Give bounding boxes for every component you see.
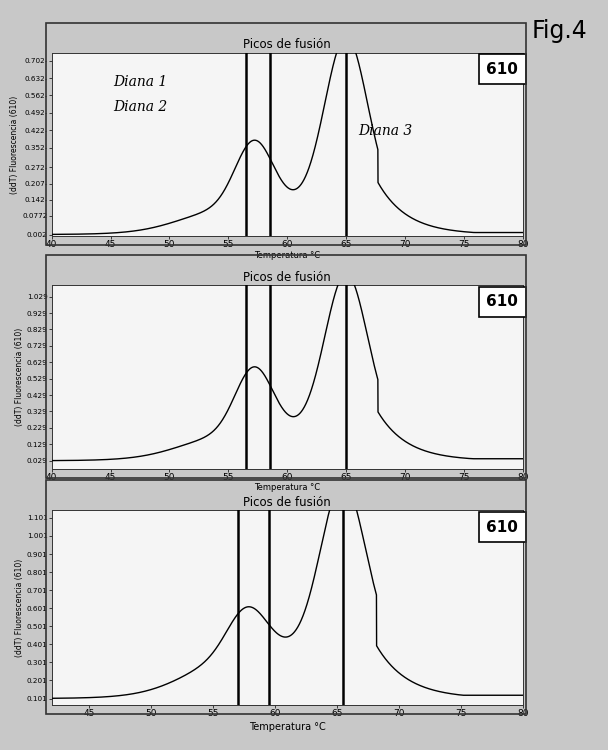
Text: C.: C. (491, 294, 504, 307)
Text: Diana 1: Diana 1 (113, 74, 167, 88)
Title: Picos de fusión: Picos de fusión (243, 38, 331, 51)
Text: 610: 610 (486, 62, 518, 76)
Text: 610: 610 (486, 520, 518, 535)
Title: Picos de fusión: Picos de fusión (243, 496, 331, 508)
Text: C.: C. (491, 520, 504, 532)
X-axis label: Temperatura °C: Temperatura °C (254, 483, 320, 492)
Y-axis label: (ddT) Fluorescencia (610): (ddT) Fluorescencia (610) (10, 95, 19, 194)
Text: Fig.4: Fig.4 (532, 19, 588, 43)
Y-axis label: (ddT) Fluorescencia (610): (ddT) Fluorescencia (610) (15, 328, 24, 426)
Text: C.: C. (491, 62, 504, 75)
Text: Diana 3: Diana 3 (358, 124, 412, 138)
Text: 610: 610 (486, 294, 518, 309)
X-axis label: Temperatura °C: Temperatura °C (254, 251, 320, 260)
Y-axis label: (ddT) Fluorescencia (610): (ddT) Fluorescencia (610) (15, 558, 24, 657)
Text: Diana 2: Diana 2 (113, 100, 167, 114)
Title: Picos de fusión: Picos de fusión (243, 271, 331, 284)
X-axis label: Temperatura °C: Temperatura °C (249, 722, 326, 732)
